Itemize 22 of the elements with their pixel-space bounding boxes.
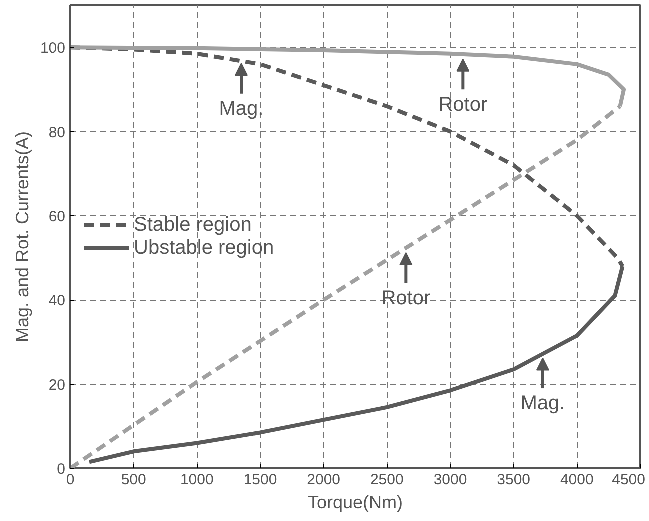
y-tick-label: 0 — [57, 461, 66, 478]
x-axis-title: Torque(Nm) — [308, 492, 404, 512]
x-tick-label: 1500 — [244, 472, 278, 488]
annotation: Mag. — [219, 98, 264, 120]
y-tick-label: 60 — [48, 208, 66, 226]
annotation: Rotor — [438, 94, 488, 116]
y-tick-label: 100 — [40, 40, 66, 58]
annotation: Mag. — [520, 392, 566, 415]
x-tick-label: 2500 — [370, 472, 404, 488]
y-tick-label: 80 — [48, 124, 66, 142]
x-tick-label: 1000 — [180, 472, 214, 488]
y-axis-title: Mag. and Rot. Currents(A) — [12, 131, 32, 343]
legend-label: Ubstable region — [134, 236, 274, 260]
x-tick-label: 4500 — [612, 472, 646, 488]
y-tick-label: 40 — [48, 292, 66, 310]
x-tick-label: 2000 — [307, 472, 341, 488]
x-tick-label: 4000 — [560, 472, 594, 488]
x-tick-label: 3500 — [497, 472, 531, 488]
y-tick-label: 20 — [48, 376, 66, 394]
x-tick-label: 3000 — [434, 472, 468, 488]
legend-label: Stable region — [134, 214, 252, 236]
x-tick-label: 500 — [121, 472, 146, 488]
